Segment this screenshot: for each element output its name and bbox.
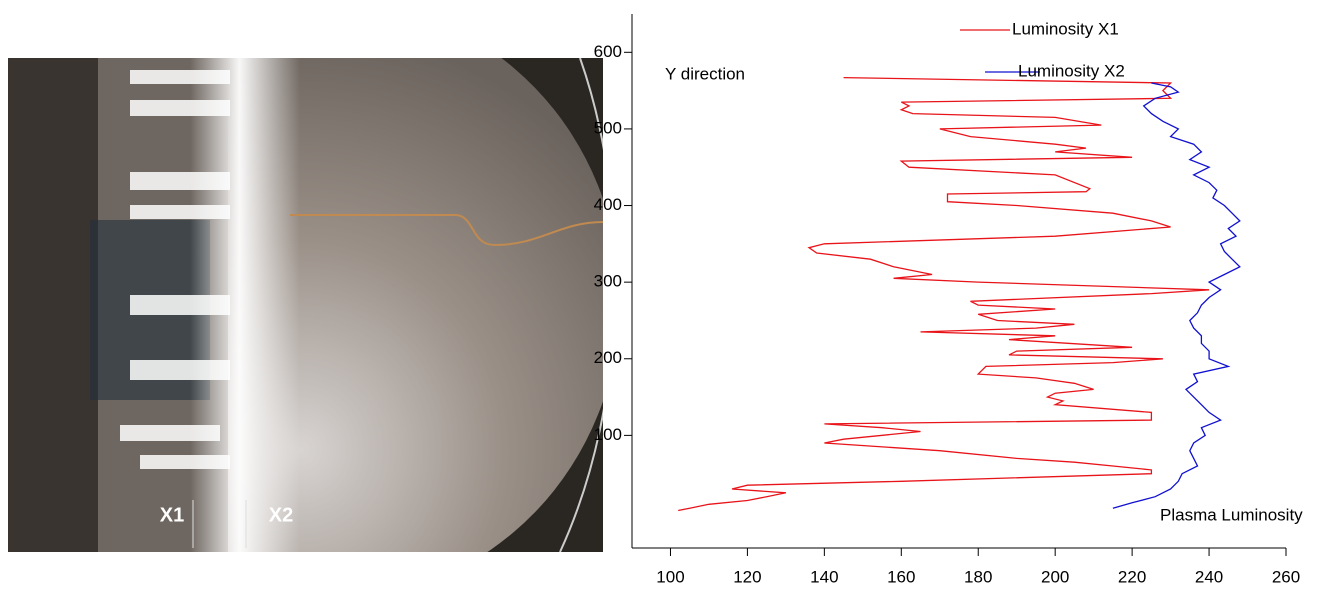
photo-label: X1 bbox=[160, 504, 184, 526]
y-axis-label: Y direction bbox=[665, 64, 745, 83]
y-tick-label: 200 bbox=[594, 348, 622, 367]
x-tick-label: 220 bbox=[1118, 567, 1146, 586]
x-tick-label: 100 bbox=[656, 567, 684, 586]
data-line bbox=[1112, 82, 1241, 509]
x-tick-label: 140 bbox=[810, 567, 838, 586]
chart-title: Plasma Luminosity bbox=[1160, 505, 1303, 524]
photo-label: X2 bbox=[269, 504, 293, 526]
x-tick-label: 200 bbox=[1041, 567, 1069, 586]
x-tick-label: 120 bbox=[733, 567, 761, 586]
y-tick-label: 300 bbox=[594, 272, 622, 291]
x-tick-label: 260 bbox=[1272, 567, 1300, 586]
x-tick-label: 160 bbox=[887, 567, 915, 586]
x-tick-label: 240 bbox=[1195, 567, 1223, 586]
y-tick-label: 600 bbox=[594, 42, 622, 61]
photo bbox=[8, 58, 603, 552]
x-tick-label: 180 bbox=[964, 567, 992, 586]
y-tick-label: 100 bbox=[594, 425, 622, 444]
legend-label: Luminosity X2 bbox=[1018, 61, 1125, 80]
data-line bbox=[678, 76, 1210, 512]
legend-label: Luminosity X1 bbox=[1012, 19, 1119, 38]
y-tick-label: 500 bbox=[594, 118, 622, 137]
y-tick-label: 400 bbox=[594, 195, 622, 214]
